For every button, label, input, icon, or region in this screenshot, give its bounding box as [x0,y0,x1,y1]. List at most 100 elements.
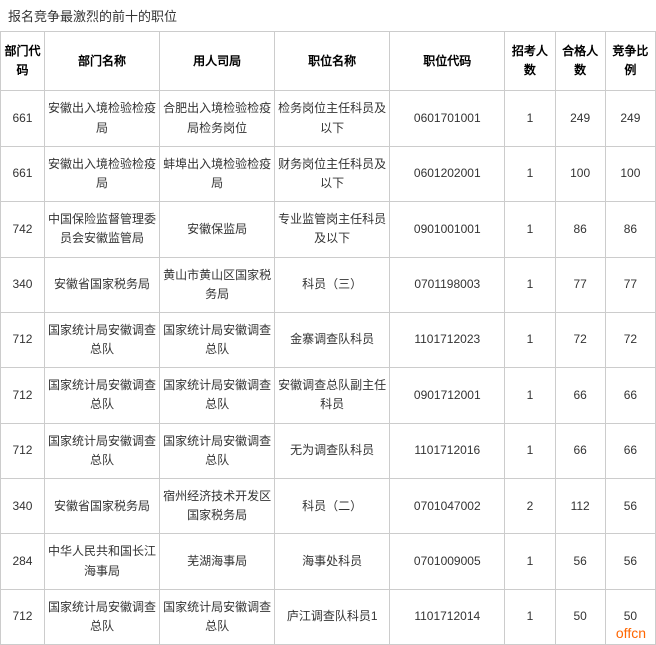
cell-ratio: 249 [605,91,655,146]
cell-dept_code: 340 [1,257,45,312]
cell-dept_name: 国家统计局安徽调查总队 [44,368,159,423]
cell-dept_name: 安徽省国家税务局 [44,257,159,312]
header-bureau: 用人司局 [160,32,275,91]
table-row: 712国家统计局安徽调查总队国家统计局安徽调查总队金寨调查队科员11017120… [1,312,656,367]
table-row: 712国家统计局安徽调查总队国家统计局安徽调查总队庐江调查队科员11101712… [1,589,656,644]
table-row: 661安徽出入境检验检疫局合肥出入境检验检疫局检务岗位检务岗位主任科员及以下06… [1,91,656,146]
cell-dept_code: 661 [1,91,45,146]
cell-ratio: 56 [605,534,655,589]
cell-pass: 249 [555,91,605,146]
cell-bureau: 芜湖海事局 [160,534,275,589]
header-dept-code: 部门代码 [1,32,45,91]
cell-pass: 66 [555,368,605,423]
cell-dept_name: 国家统计局安徽调查总队 [44,312,159,367]
cell-recruit: 1 [505,91,555,146]
header-position: 职位名称 [275,32,390,91]
cell-bureau: 合肥出入境检验检疫局检务岗位 [160,91,275,146]
cell-pos_code: 0701047002 [390,479,505,534]
cell-dept_name: 国家统计局安徽调查总队 [44,423,159,478]
table-row: 742中国保险监督管理委员会安徽监管局安徽保监局专业监管岗主任科员及以下0901… [1,202,656,257]
cell-pass: 50 [555,589,605,644]
cell-pass: 66 [555,423,605,478]
cell-pass: 56 [555,534,605,589]
cell-dept_code: 284 [1,534,45,589]
header-recruit: 招考人数 [505,32,555,91]
header-dept-name: 部门名称 [44,32,159,91]
cell-position: 海事处科员 [275,534,390,589]
cell-ratio: 56 [605,479,655,534]
cell-pos_code: 1101712023 [390,312,505,367]
cell-pos_code: 1101712014 [390,589,505,644]
cell-recruit: 1 [505,368,555,423]
table-row: 712国家统计局安徽调查总队国家统计局安徽调查总队安徽调查总队副主任科员0901… [1,368,656,423]
cell-bureau: 国家统计局安徽调查总队 [160,368,275,423]
cell-position: 金寨调查队科员 [275,312,390,367]
cell-position: 科员（三） [275,257,390,312]
cell-dept_name: 中国保险监督管理委员会安徽监管局 [44,202,159,257]
cell-pos_code: 0901712001 [390,368,505,423]
cell-dept_name: 国家统计局安徽调查总队 [44,589,159,644]
header-pass: 合格人数 [555,32,605,91]
cell-pass: 100 [555,146,605,201]
header-pos-code: 职位代码 [390,32,505,91]
cell-dept_name: 安徽省国家税务局 [44,479,159,534]
cell-position: 检务岗位主任科员及以下 [275,91,390,146]
cell-pass: 77 [555,257,605,312]
cell-pos_code: 0601701001 [390,91,505,146]
cell-position: 科员（二） [275,479,390,534]
cell-position: 庐江调查队科员1 [275,589,390,644]
cell-recruit: 1 [505,589,555,644]
cell-bureau: 国家统计局安徽调查总队 [160,423,275,478]
cell-dept_name: 安徽出入境检验检疫局 [44,146,159,201]
cell-recruit: 2 [505,479,555,534]
cell-ratio: 72 [605,312,655,367]
cell-dept_code: 712 [1,589,45,644]
cell-recruit: 1 [505,202,555,257]
cell-recruit: 1 [505,312,555,367]
cell-ratio: 77 [605,257,655,312]
cell-pos_code: 0701198003 [390,257,505,312]
cell-bureau: 国家统计局安徽调查总队 [160,312,275,367]
cell-recruit: 1 [505,257,555,312]
cell-bureau: 宿州经济技术开发区国家税务局 [160,479,275,534]
cell-dept_name: 中华人民共和国长江海事局 [44,534,159,589]
cell-ratio: 66 [605,423,655,478]
cell-pass: 112 [555,479,605,534]
cell-ratio: 86 [605,202,655,257]
table-row: 712国家统计局安徽调查总队国家统计局安徽调查总队无为调查队科员11017120… [1,423,656,478]
cell-dept_code: 712 [1,368,45,423]
watermark: offcn [616,625,646,641]
cell-bureau: 蚌埠出入境检验检疫局 [160,146,275,201]
cell-ratio: 66 [605,368,655,423]
ranking-table: 部门代码 部门名称 用人司局 职位名称 职位代码 招考人数 合格人数 竞争比例 … [0,31,656,645]
cell-dept_code: 661 [1,146,45,201]
cell-position: 专业监管岗主任科员及以下 [275,202,390,257]
cell-dept_name: 安徽出入境检验检疫局 [44,91,159,146]
table-row: 340安徽省国家税务局宿州经济技术开发区国家税务局科员（二）0701047002… [1,479,656,534]
cell-ratio: 100 [605,146,655,201]
page-title: 报名竞争最激烈的前十的职位 [0,0,656,31]
cell-position: 无为调查队科员 [275,423,390,478]
cell-pos_code: 0701009005 [390,534,505,589]
cell-bureau: 安徽保监局 [160,202,275,257]
cell-pos_code: 1101712016 [390,423,505,478]
cell-bureau: 黄山市黄山区国家税务局 [160,257,275,312]
table-row: 661安徽出入境检验检疫局蚌埠出入境检验检疫局财务岗位主任科员及以下060120… [1,146,656,201]
cell-position: 安徽调查总队副主任科员 [275,368,390,423]
cell-pass: 72 [555,312,605,367]
table-header-row: 部门代码 部门名称 用人司局 职位名称 职位代码 招考人数 合格人数 竞争比例 [1,32,656,91]
cell-recruit: 1 [505,423,555,478]
cell-pos_code: 0901001001 [390,202,505,257]
cell-dept_code: 712 [1,312,45,367]
cell-recruit: 1 [505,146,555,201]
cell-pos_code: 0601202001 [390,146,505,201]
cell-pass: 86 [555,202,605,257]
cell-dept_code: 742 [1,202,45,257]
cell-dept_code: 712 [1,423,45,478]
table-row: 340安徽省国家税务局黄山市黄山区国家税务局科员（三）0701198003177… [1,257,656,312]
header-ratio: 竞争比例 [605,32,655,91]
cell-dept_code: 340 [1,479,45,534]
table-row: 284中华人民共和国长江海事局芜湖海事局海事处科员070100900515656 [1,534,656,589]
cell-position: 财务岗位主任科员及以下 [275,146,390,201]
cell-bureau: 国家统计局安徽调查总队 [160,589,275,644]
